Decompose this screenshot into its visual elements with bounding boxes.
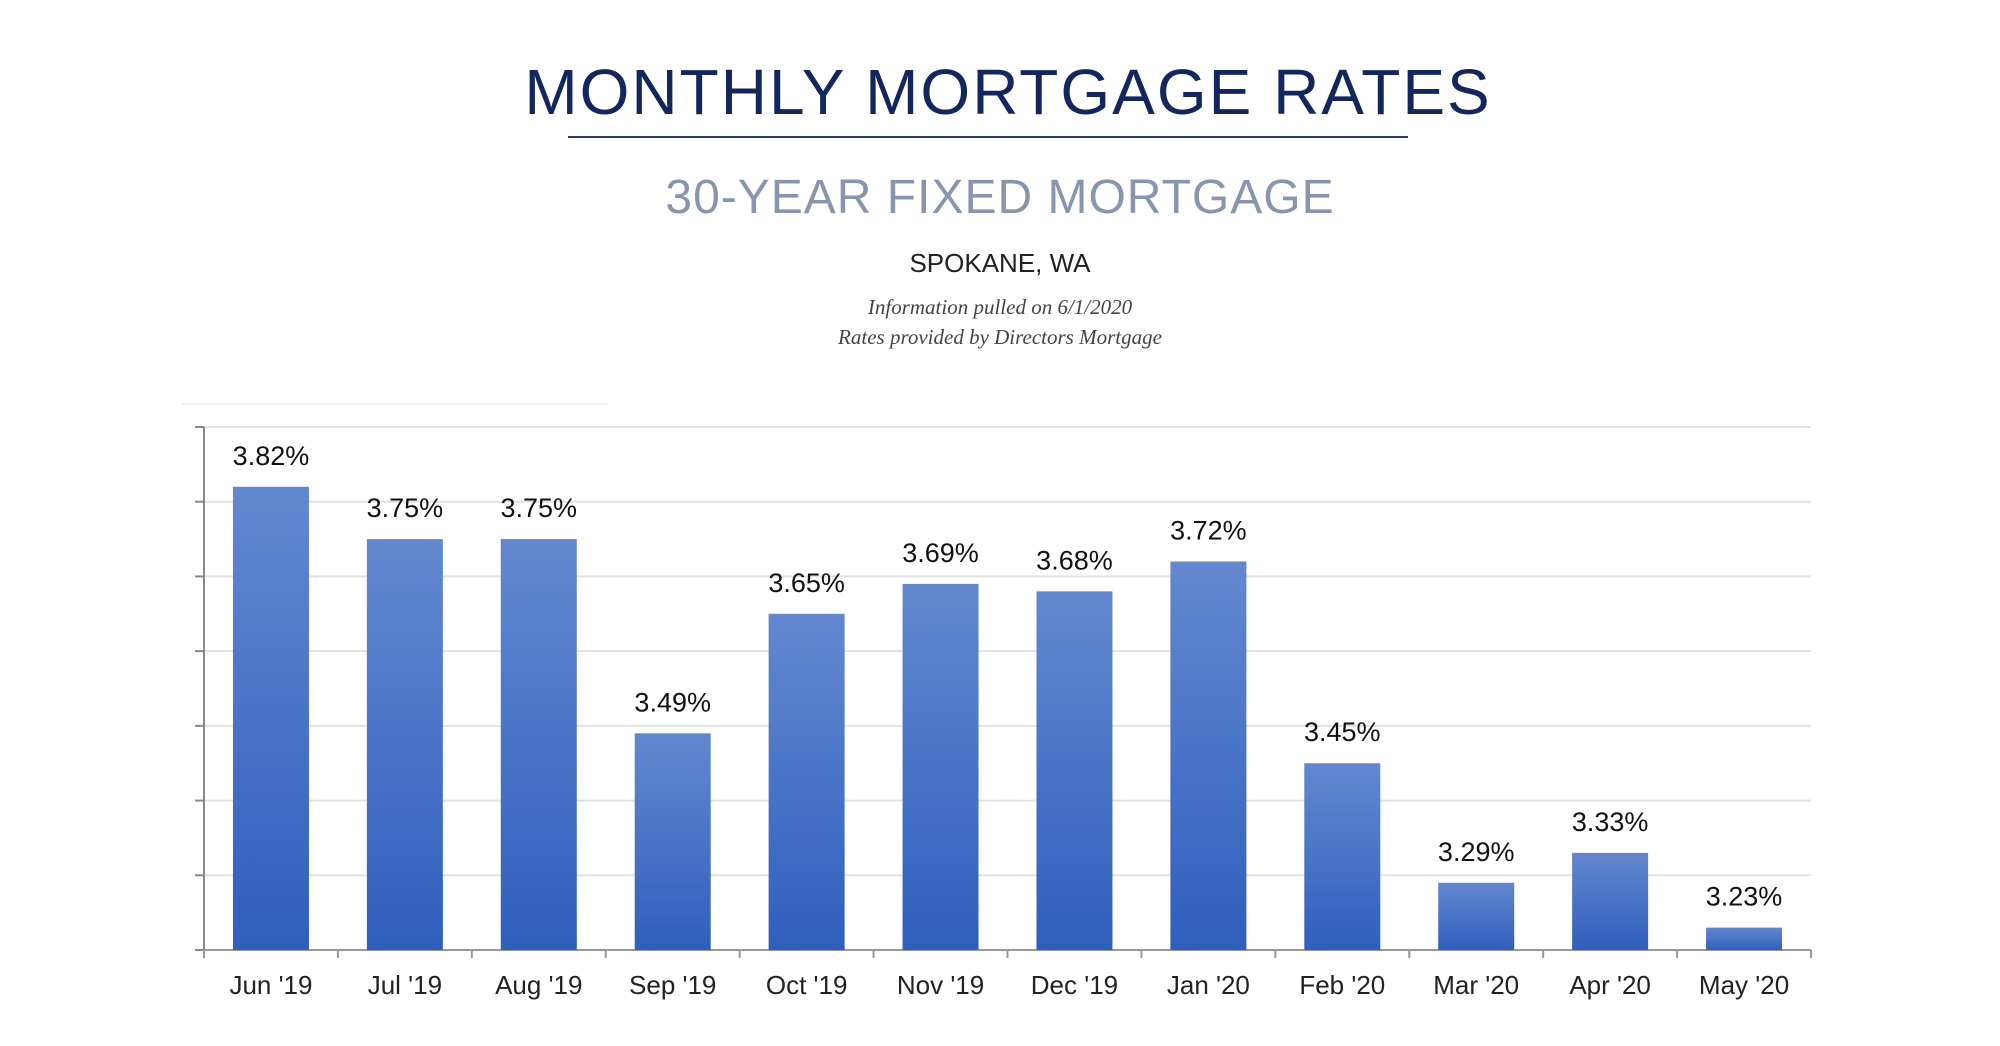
x-tick-label: Dec '19 [1031, 970, 1118, 1000]
chart-title-text: MONTHLY MORTGAGE RATES [524, 56, 1492, 128]
info-date: Information pulled on 6/1/2020 [867, 295, 1133, 319]
x-tick-label: Aug '19 [495, 970, 582, 1000]
data-label: 3.45% [1304, 717, 1381, 747]
chart-subtitle: 30-YEAR FIXED MORTGAGE [665, 171, 1335, 224]
data-label: 3.65% [768, 568, 845, 598]
x-tick-label: Feb '20 [1299, 970, 1385, 1000]
data-label: 3.75% [501, 493, 578, 523]
data-label: 3.33% [1572, 807, 1649, 837]
bar [232, 486, 309, 950]
bar [768, 613, 845, 950]
x-tick-label: Nov '19 [897, 970, 984, 1000]
bar [1170, 561, 1247, 950]
data-label: 3.23% [1706, 882, 1783, 912]
bar [1304, 763, 1381, 950]
x-tick-label: Oct '19 [766, 970, 848, 1000]
data-label: 3.49% [634, 687, 711, 717]
x-tick-label: Jul '19 [368, 970, 442, 1000]
data-label: 3.75% [367, 493, 444, 523]
x-tick-label: Jan '20 [1167, 970, 1250, 1000]
bar [634, 733, 711, 950]
bar [366, 539, 443, 950]
x-tick-label: Apr '20 [1569, 970, 1651, 1000]
x-tick-label: Jun '19 [229, 970, 312, 1000]
data-label: 3.69% [902, 538, 979, 568]
bar [1572, 852, 1649, 950]
data-label: 3.82% [233, 441, 310, 471]
x-tick-label: Mar '20 [1433, 970, 1519, 1000]
title-underline [568, 136, 1408, 138]
data-label: 3.68% [1036, 545, 1113, 575]
x-tick-label: May '20 [1699, 970, 1789, 1000]
bar [1036, 591, 1113, 950]
chart-title: MONTHLY MORTGAGE RATES [0, 52, 2000, 132]
bar [1438, 882, 1515, 950]
bar [902, 583, 979, 950]
bar [500, 539, 577, 950]
info-source: Rates provided by Directors Mortgage [838, 325, 1162, 349]
data-label: 3.29% [1438, 837, 1515, 867]
bar [1706, 927, 1783, 950]
x-tick-label: Sep '19 [629, 970, 716, 1000]
data-label: 3.72% [1170, 515, 1247, 545]
location-label: SPOKANE, WA [909, 248, 1091, 278]
